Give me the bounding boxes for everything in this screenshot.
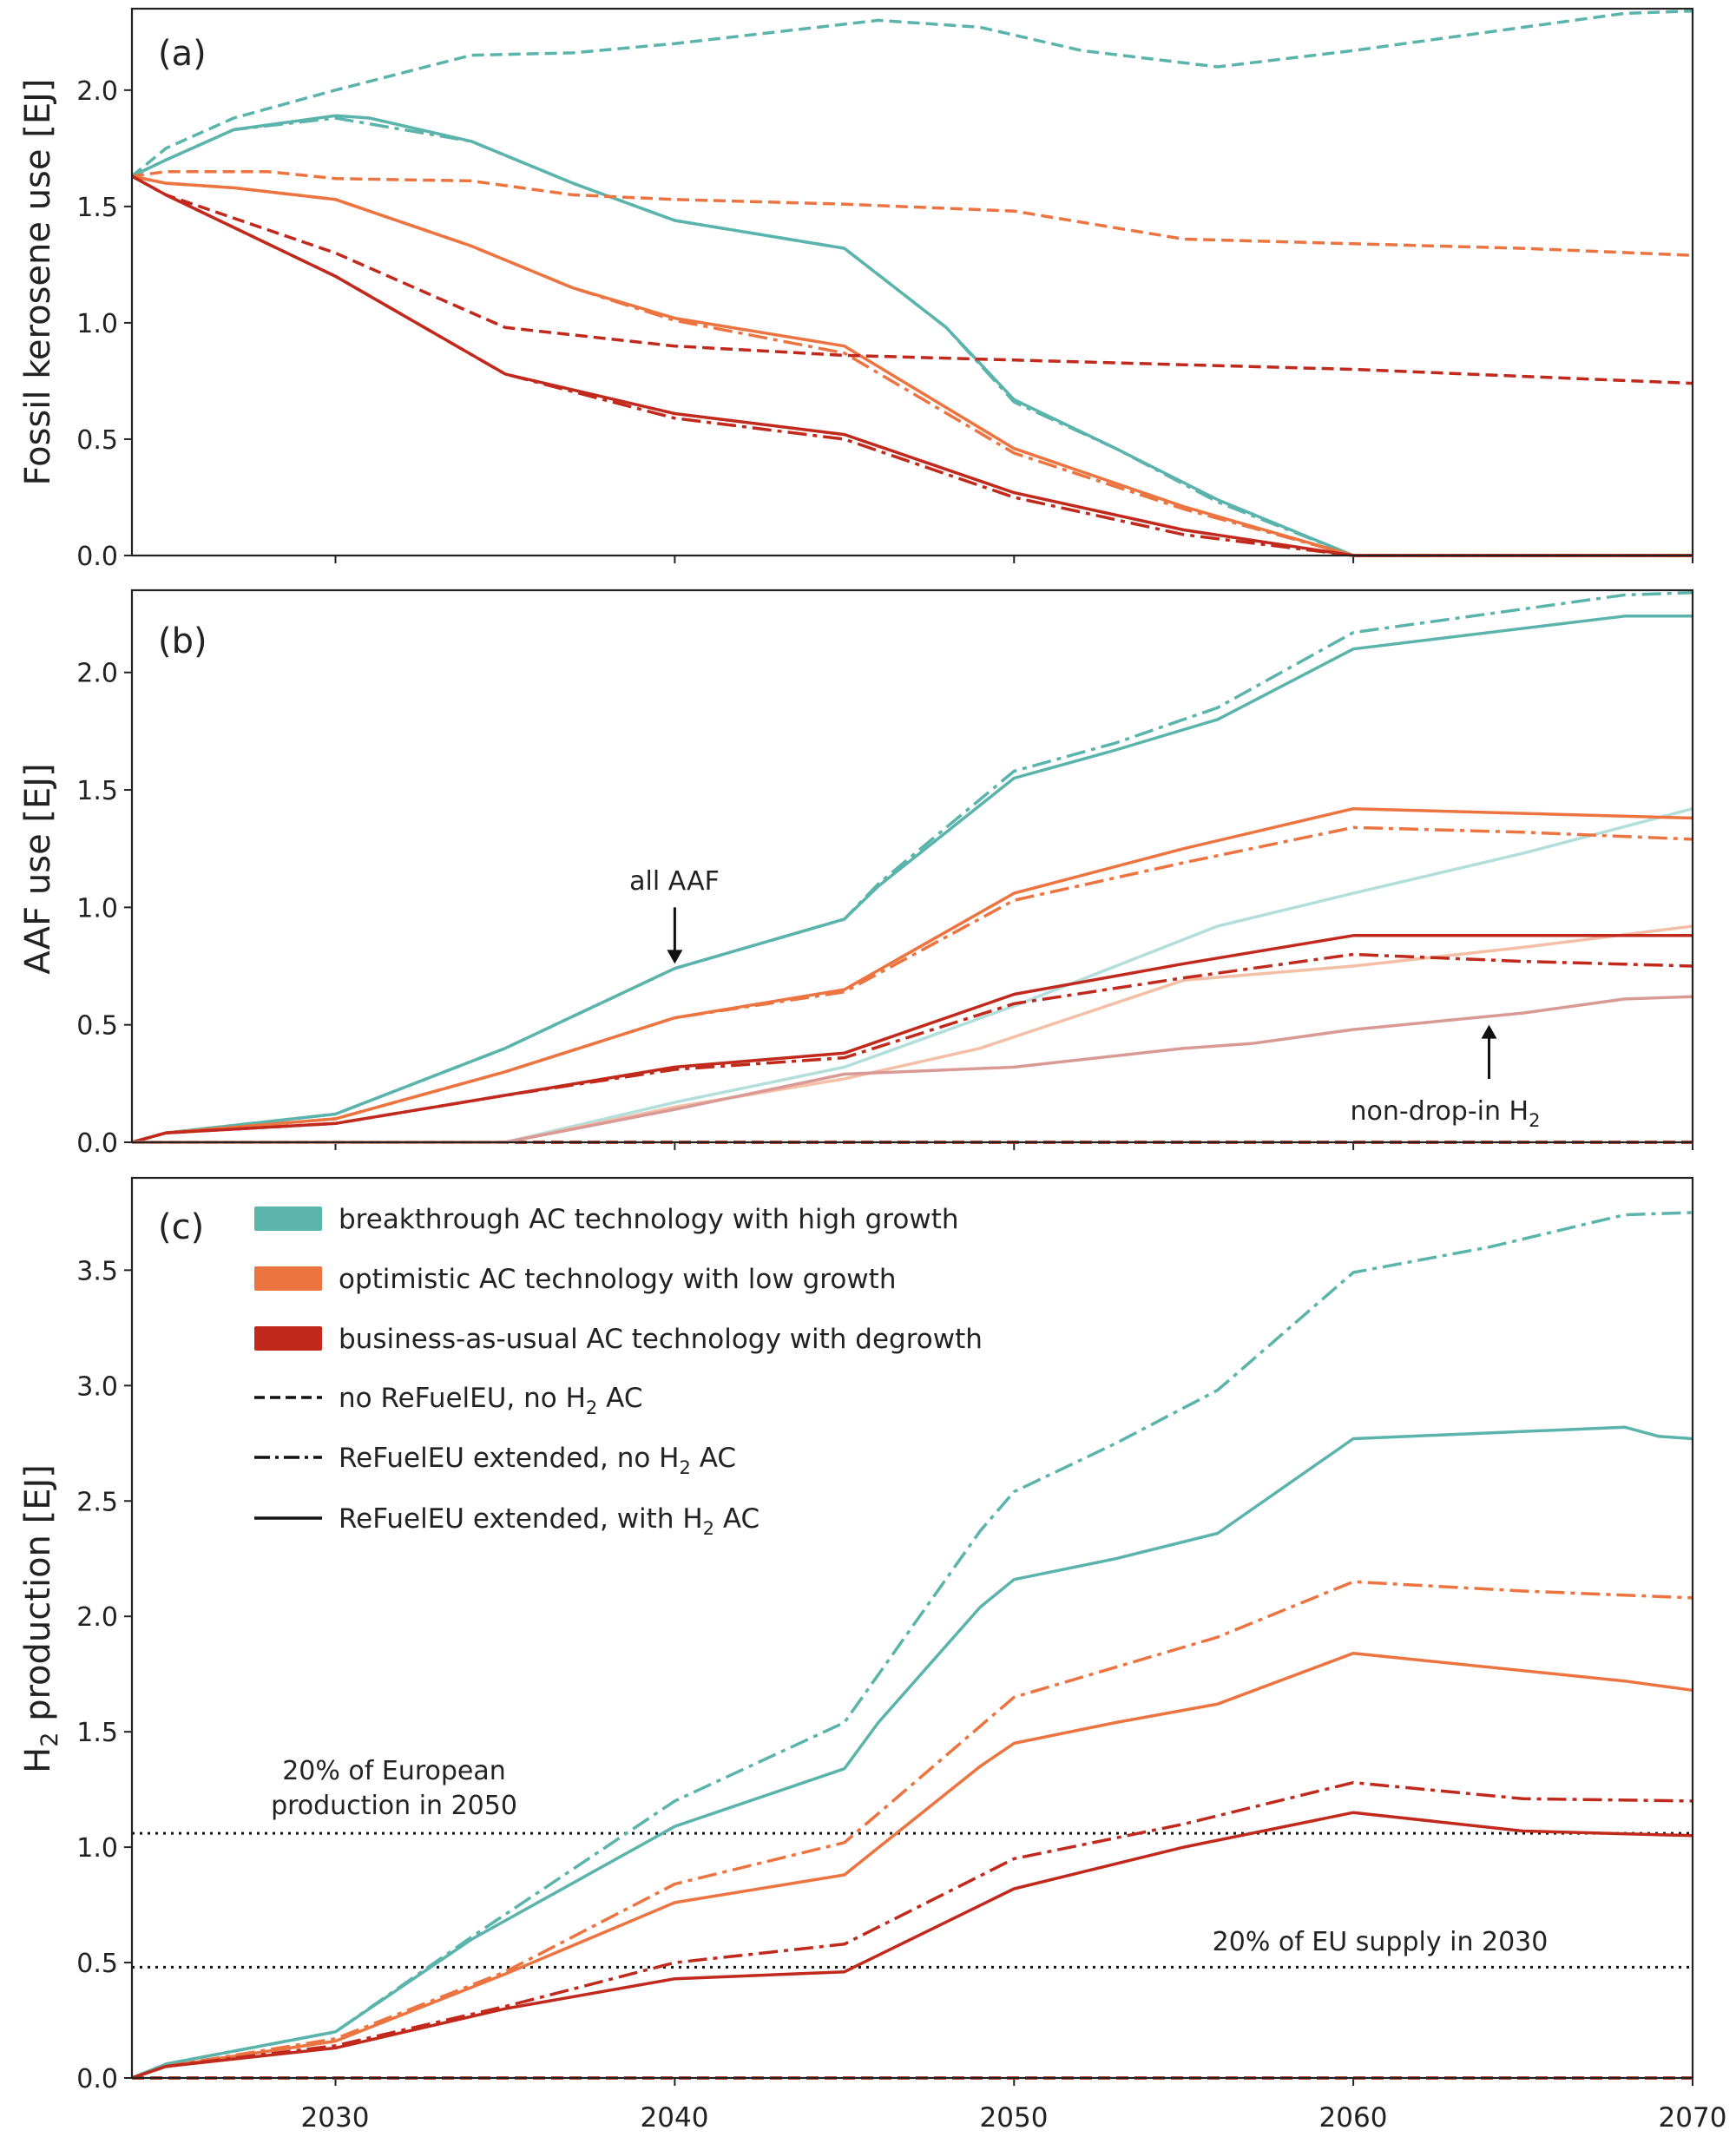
annotation-all-aaf: all AAF — [629, 866, 720, 897]
legend-swatch-breakthrough — [254, 1207, 322, 1231]
legend-label-bau: business-as-usual AC technology with deg… — [339, 1324, 983, 1355]
ref-label-european-line1: 20% of European — [282, 1756, 506, 1786]
legend-label-solid: ReFuelEU extended, with H2 AC — [339, 1503, 760, 1539]
panel-b: 0.0 0.5 1.0 1.5 2.0 — [76, 588, 1694, 1159]
x-tick-label-2070: 2070 — [1659, 2102, 1727, 2134]
panel-a-label: (a) — [158, 34, 207, 74]
series-line — [131, 615, 1693, 1144]
y-tick-label: 0.0 — [76, 2064, 118, 2094]
x-tick-label-2040: 2040 — [641, 2102, 709, 2134]
series-line — [131, 169, 1693, 257]
y-tick-label: 0.5 — [76, 1949, 118, 1979]
x-tick-labels: 2030 2040 2050 2060 2070 — [301, 2102, 1727, 2134]
y-tick-label: 2.0 — [76, 76, 118, 107]
series-line — [131, 1651, 1693, 2080]
annotation-arrow-head — [1481, 1024, 1497, 1039]
y-tick-label: 2.5 — [76, 1487, 118, 1517]
annotation-non-drop-in-h2: non-drop-in H2 — [1351, 1096, 1541, 1131]
y-tick-label: 0.5 — [76, 425, 118, 456]
y-tick-label: 2.0 — [76, 1602, 118, 1633]
y-tick-label: 0.0 — [76, 542, 118, 572]
panel-c-label: (c) — [158, 1207, 204, 1247]
y-tick-label: 1.0 — [76, 893, 118, 924]
legend-label-dashdot: ReFuelEU extended, no H2 AC — [339, 1443, 736, 1478]
axes-frame — [130, 1176, 1694, 2080]
series-line — [131, 934, 1693, 1144]
legend-label-dashed: no ReFuelEU, no H2 AC — [339, 1383, 642, 1418]
ref-label-eu-supply: 20% of EU supply in 2030 — [1213, 1927, 1549, 1957]
series-line — [132, 807, 1693, 1144]
y-tick-label: 3.0 — [76, 1371, 118, 1402]
y-tick-label: 0.0 — [76, 1128, 118, 1159]
series-line — [131, 1811, 1693, 2080]
x-tick-label-2030: 2030 — [301, 2102, 370, 2134]
y-tick-label: 2.0 — [76, 659, 118, 689]
y-label-a: Fossil kerosene use [EJ] — [18, 79, 58, 486]
series-line — [131, 1425, 1693, 2080]
axes-frame — [130, 588, 1694, 1144]
series-line — [132, 995, 1693, 1144]
series-line — [131, 114, 1693, 557]
legend-label-breakthrough: breakthrough AC technology with high gro… — [339, 1204, 959, 1235]
y-tick-label: 1.5 — [76, 193, 118, 223]
series-line — [131, 1211, 1693, 2080]
series-line — [131, 1580, 1693, 2080]
y-label-c: H2 production [EJ] — [18, 1464, 63, 1773]
legend: breakthrough AC technology with high gro… — [254, 1204, 983, 1539]
series-line — [130, 9, 1693, 178]
legend-swatch-optimistic — [254, 1266, 322, 1291]
panel-b-label: (b) — [158, 621, 207, 661]
y-tick-label: 1.0 — [76, 309, 118, 339]
panel-a: 0.0 0.5 1.0 1.5 2.0 — [76, 7, 1694, 572]
axes-frame — [130, 7, 1694, 557]
panel-c: 0.0 0.5 1.0 1.5 2.0 2.5 3.0 3.5 — [76, 1176, 1694, 2094]
y-tick-label: 1.0 — [76, 1833, 118, 1864]
annotation-arrow-head — [667, 950, 683, 964]
y-tick-label: 1.5 — [76, 1718, 118, 1748]
y-tick-label: 0.5 — [76, 1011, 118, 1042]
ref-label-european-line2: production in 2050 — [271, 1791, 517, 1821]
legend-swatch-bau — [254, 1326, 322, 1351]
x-tick-label-2060: 2060 — [1319, 2102, 1388, 2134]
y-tick-label: 1.5 — [76, 776, 118, 806]
legend-label-optimistic: optimistic AC technology with low growth — [339, 1264, 896, 1295]
series-line — [131, 806, 1693, 1144]
y-label-b: AAF use [EJ] — [18, 763, 58, 974]
series-line — [131, 590, 1693, 1144]
x-tick-label-2050: 2050 — [980, 2102, 1049, 2134]
y-tick-label: 3.5 — [76, 1256, 118, 1286]
